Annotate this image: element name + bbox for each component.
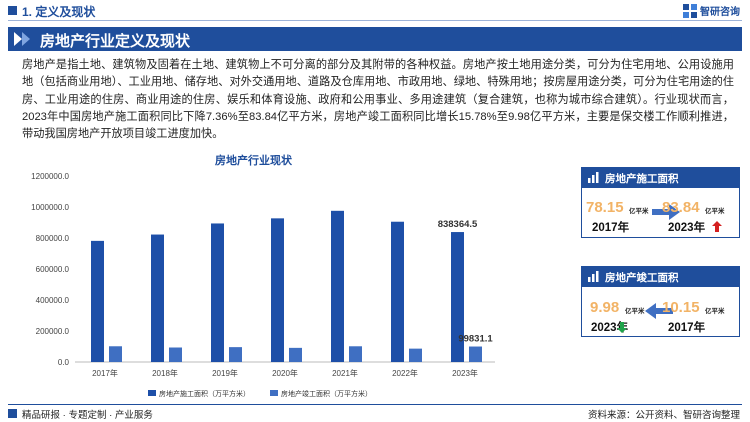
- section-marker: [8, 6, 17, 15]
- bar-completed-5: [409, 348, 422, 362]
- card-title: 房地产施工面积: [605, 173, 679, 185]
- start-value: 78.15: [586, 199, 624, 216]
- end-unit: 亿平米: [705, 208, 725, 215]
- top-divider: [8, 20, 742, 21]
- x-tick-label: 2019年: [212, 368, 238, 378]
- source-note: 资料来源：公开资料、智研咨询整理: [587, 410, 740, 421]
- x-tick-label: 2022年: [392, 368, 418, 378]
- flow-arrow-icon: [652, 204, 680, 220]
- footer-marker: [8, 409, 17, 418]
- end-year: 2017年: [668, 322, 706, 334]
- bar-construction-1: [151, 234, 164, 362]
- double-arrow-icon-secondary: [22, 32, 30, 46]
- page-title: 房地产行业定义及现状: [40, 33, 191, 50]
- completed-area-card: 房地产竣工面积 9.98 亿平米 2023年 10.15 亿平米 2017年: [581, 266, 740, 337]
- bar-completed-6: [469, 346, 482, 362]
- card-header: 房地产施工面积: [581, 167, 740, 188]
- start-unit: 亿平米: [629, 208, 649, 215]
- end-year: 2023年: [668, 222, 706, 234]
- footer: 精品研报 · 专题定制 · 产业服务 资料来源：公开资料、智研咨询整理: [0, 401, 750, 422]
- y-tick-label: 600000.0: [36, 265, 70, 274]
- y-tick-label: 1200000.0: [31, 172, 69, 181]
- zhiyan-logo-icon: [683, 3, 697, 18]
- bar-completed-1: [169, 347, 182, 362]
- double-arrow-icon: [14, 32, 22, 46]
- y-tick-label: 400000.0: [36, 296, 70, 305]
- bar-completed-3: [289, 347, 302, 362]
- footer-tagline: 精品研报 · 专题定制 · 产业服务: [22, 410, 153, 421]
- data-label: 838364.5: [438, 219, 478, 230]
- top-bar: 1. 定义及现状 智研咨询: [0, 0, 750, 22]
- bar-chart: 0.0 200000.0 400000.0 600000.0 800000.0 10000…: [31, 172, 495, 398]
- bar-completed-4: [349, 346, 362, 362]
- intro-paragraph: 房地产是指土地、建筑物及固着在土地、建筑物上不可分离的部分及其附带的各种权益。房…: [22, 59, 734, 141]
- x-tick-label: 2017年: [92, 368, 118, 378]
- start-year: 2017年: [592, 222, 630, 234]
- flow-arrow-icon: [645, 303, 673, 319]
- bar-chart-icon: [588, 172, 599, 183]
- x-tick-label: 2023年: [452, 368, 478, 378]
- bar-construction-3: [271, 218, 284, 362]
- legend-swatch: [270, 390, 278, 396]
- data-label: 99831.1: [458, 334, 493, 345]
- y-tick-label: 200000.0: [36, 327, 70, 336]
- construction-area-card: 房地产施工面积 78.15 亿平米 2017年 83.84 亿平米 2023年: [581, 167, 740, 238]
- bar-construction-2: [211, 223, 224, 362]
- chart-title: 房地产行业现状: [215, 155, 292, 167]
- end-unit: 亿平米: [705, 308, 725, 315]
- brand-name: 智研咨询: [700, 7, 740, 18]
- start-year: 2023年: [591, 322, 629, 334]
- bar-construction-4: [331, 210, 344, 362]
- y-tick-label: 1000000.0: [31, 203, 69, 212]
- footer-divider: [8, 404, 742, 405]
- header-band: 房地产行业定义及现状: [8, 27, 742, 51]
- bar-chart-icon: [588, 271, 599, 282]
- start-value: 9.98: [590, 299, 620, 316]
- brand[interactable]: 智研咨询: [683, 3, 740, 18]
- end-value: 10.15: [662, 299, 700, 316]
- bar-construction-5: [391, 221, 404, 362]
- x-tick-label: 2018年: [152, 368, 178, 378]
- bar-completed-0: [109, 346, 122, 362]
- legend-swatch: [148, 390, 156, 396]
- y-tick-label: 800000.0: [36, 234, 70, 243]
- section-title: 1. 定义及现状: [22, 5, 96, 19]
- card-title: 房地产竣工面积: [605, 272, 679, 284]
- x-tick-label: 2021年: [332, 368, 358, 378]
- down-arrow-icon: [617, 322, 627, 333]
- bar-construction-6: [451, 232, 464, 362]
- legend-label: 房地产施工面积（万平方米）: [159, 389, 250, 398]
- up-arrow-icon: [712, 221, 722, 232]
- end-value: 83.84: [662, 199, 700, 216]
- start-unit: 亿平米: [625, 308, 645, 315]
- bar-completed-2: [229, 347, 242, 362]
- x-tick-label: 2020年: [272, 368, 298, 378]
- legend-label: 房地产竣工面积（万平方米）: [281, 389, 372, 398]
- card-header: 房地产竣工面积: [581, 266, 740, 287]
- bar-construction-0: [91, 240, 104, 362]
- y-tick-label: 0.0: [58, 358, 70, 367]
